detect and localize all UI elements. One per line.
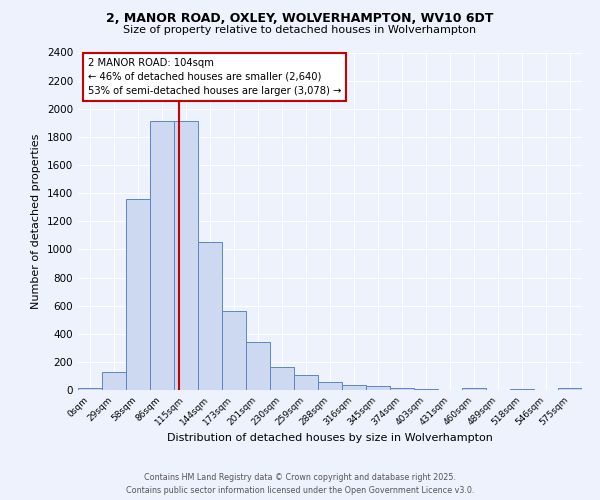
Bar	[462, 388, 486, 390]
Bar	[150, 122, 174, 390]
Bar	[270, 367, 294, 390]
Bar	[222, 311, 246, 390]
Bar	[318, 382, 342, 390]
Bar	[246, 342, 270, 390]
Bar	[366, 386, 390, 390]
Bar	[102, 372, 126, 390]
Bar	[294, 374, 318, 390]
Bar	[126, 198, 150, 390]
Bar	[390, 388, 414, 390]
Bar	[558, 388, 582, 390]
Text: 2, MANOR ROAD, OXLEY, WOLVERHAMPTON, WV10 6DT: 2, MANOR ROAD, OXLEY, WOLVERHAMPTON, WV1…	[106, 12, 494, 26]
Bar	[198, 242, 222, 390]
Bar	[342, 385, 366, 390]
Bar	[174, 122, 198, 390]
Y-axis label: Number of detached properties: Number of detached properties	[31, 134, 41, 309]
Text: Contains HM Land Registry data © Crown copyright and database right 2025.
Contai: Contains HM Land Registry data © Crown c…	[126, 473, 474, 495]
Bar	[78, 388, 102, 390]
X-axis label: Distribution of detached houses by size in Wolverhampton: Distribution of detached houses by size …	[167, 432, 493, 442]
Text: 2 MANOR ROAD: 104sqm
← 46% of detached houses are smaller (2,640)
53% of semi-de: 2 MANOR ROAD: 104sqm ← 46% of detached h…	[88, 58, 341, 96]
Text: Size of property relative to detached houses in Wolverhampton: Size of property relative to detached ho…	[124, 25, 476, 35]
